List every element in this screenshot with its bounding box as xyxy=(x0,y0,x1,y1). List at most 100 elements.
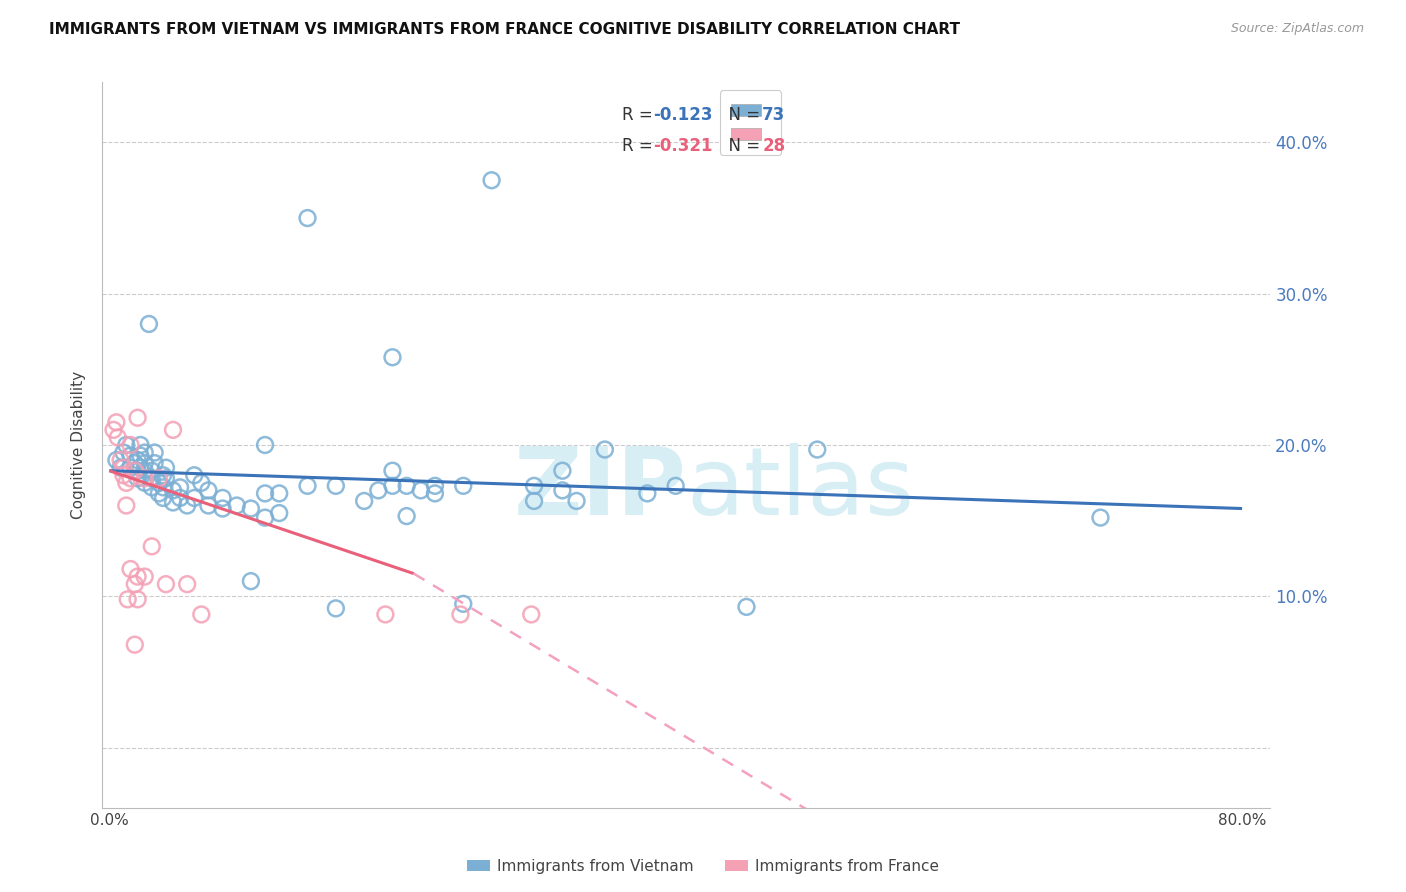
Point xyxy=(115,499,138,513)
Text: -0.321: -0.321 xyxy=(654,136,713,155)
Text: N =: N = xyxy=(718,105,765,124)
Point xyxy=(143,456,166,470)
Point xyxy=(453,597,475,611)
Text: IMMIGRANTS FROM VIETNAM VS IMMIGRANTS FROM FRANCE COGNITIVE DISABILITY CORRELATI: IMMIGRANTS FROM VIETNAM VS IMMIGRANTS FR… xyxy=(49,22,960,37)
Text: N =: N = xyxy=(718,136,765,155)
Point xyxy=(110,453,132,467)
Point xyxy=(325,601,347,615)
Point xyxy=(169,480,191,494)
Point xyxy=(152,468,174,483)
Point xyxy=(134,445,156,459)
Point xyxy=(120,562,142,576)
Point xyxy=(423,479,446,493)
Point xyxy=(124,464,146,478)
Point xyxy=(806,442,828,457)
Point xyxy=(190,607,212,622)
Point xyxy=(117,592,139,607)
Legend: , : , xyxy=(720,90,782,155)
Point xyxy=(409,483,432,498)
Point xyxy=(124,577,146,591)
Point xyxy=(183,491,205,505)
Point xyxy=(124,638,146,652)
Point xyxy=(155,577,177,591)
Point xyxy=(381,350,404,364)
Point xyxy=(197,499,219,513)
Point xyxy=(120,460,142,475)
Point xyxy=(565,494,588,508)
Point xyxy=(127,592,149,607)
Point xyxy=(551,483,574,498)
Point xyxy=(374,607,396,622)
Point xyxy=(325,479,347,493)
Point xyxy=(110,460,132,475)
Legend: Immigrants from Vietnam, Immigrants from France: Immigrants from Vietnam, Immigrants from… xyxy=(461,853,945,880)
Point xyxy=(141,471,163,485)
Text: ZIP: ZIP xyxy=(513,442,686,534)
Point xyxy=(120,471,142,485)
Text: -0.123: -0.123 xyxy=(654,105,713,124)
Point xyxy=(269,506,291,520)
Point xyxy=(190,475,212,490)
Point xyxy=(120,449,142,463)
Point xyxy=(134,456,156,470)
Point xyxy=(112,468,135,483)
Point xyxy=(665,479,688,493)
Point xyxy=(636,486,658,500)
Point xyxy=(148,471,170,485)
Point xyxy=(148,486,170,500)
Y-axis label: Cognitive Disability: Cognitive Disability xyxy=(72,371,86,519)
Point xyxy=(107,430,129,444)
Text: Source: ZipAtlas.com: Source: ZipAtlas.com xyxy=(1230,22,1364,36)
Point xyxy=(481,173,503,187)
Point xyxy=(134,471,156,485)
Point xyxy=(381,464,404,478)
Point xyxy=(254,486,277,500)
Point xyxy=(367,483,389,498)
Point xyxy=(520,607,543,622)
Text: R =: R = xyxy=(621,136,658,155)
Point xyxy=(120,438,142,452)
Point xyxy=(162,495,184,509)
Point xyxy=(381,479,404,493)
Point xyxy=(127,569,149,583)
Point xyxy=(211,491,233,505)
Point xyxy=(112,460,135,475)
Point xyxy=(127,410,149,425)
Point xyxy=(103,423,125,437)
Point xyxy=(152,480,174,494)
Text: 73: 73 xyxy=(762,105,786,124)
Point xyxy=(127,453,149,467)
Point xyxy=(127,464,149,478)
Point xyxy=(124,456,146,470)
Point xyxy=(225,499,247,513)
Point xyxy=(127,471,149,485)
Point xyxy=(105,453,128,467)
Point xyxy=(152,491,174,505)
Point xyxy=(183,468,205,483)
Point xyxy=(176,577,198,591)
Point xyxy=(449,607,471,622)
Point xyxy=(134,464,156,478)
Point xyxy=(239,574,262,589)
Point xyxy=(169,491,191,505)
Point xyxy=(197,483,219,498)
Point xyxy=(134,475,156,490)
Point xyxy=(112,445,135,459)
Point xyxy=(129,449,152,463)
Point xyxy=(395,509,418,524)
Point xyxy=(129,438,152,452)
Point xyxy=(115,475,138,490)
Point xyxy=(297,211,319,225)
Point xyxy=(115,438,138,452)
Point xyxy=(423,486,446,500)
Point xyxy=(269,486,291,500)
Point xyxy=(353,494,375,508)
Point xyxy=(239,501,262,516)
Point xyxy=(148,475,170,490)
Point xyxy=(143,445,166,459)
Point xyxy=(134,569,156,583)
Point xyxy=(162,423,184,437)
Point xyxy=(138,317,160,331)
Point xyxy=(141,480,163,494)
Point xyxy=(395,479,418,493)
